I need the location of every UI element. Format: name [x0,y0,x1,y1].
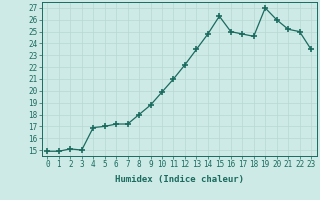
X-axis label: Humidex (Indice chaleur): Humidex (Indice chaleur) [115,175,244,184]
